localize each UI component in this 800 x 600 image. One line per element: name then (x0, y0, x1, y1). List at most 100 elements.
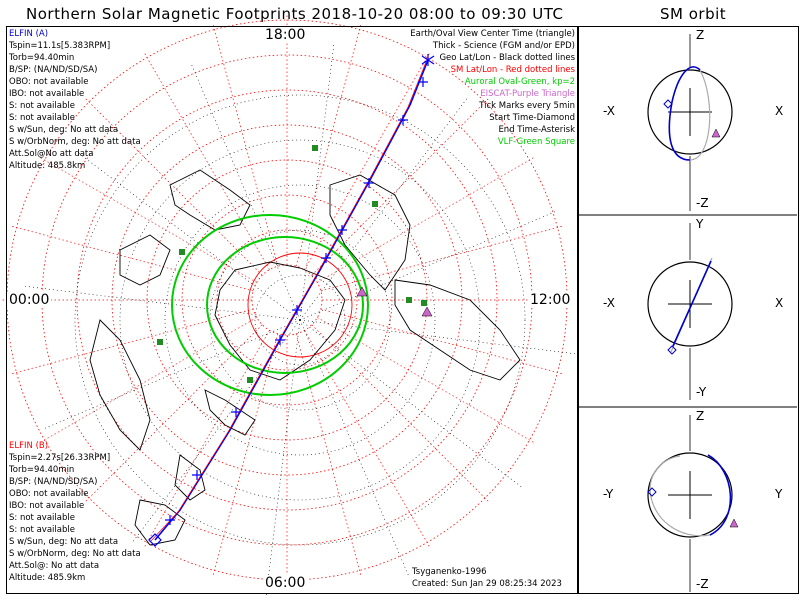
sm-meridian (304, 330, 430, 547)
sm-meridian (317, 157, 534, 283)
sm-lat-circle (216, 229, 358, 371)
coastline (394, 279, 521, 381)
orbit-panel-3 (647, 415, 733, 592)
track-tick-mark (321, 253, 331, 263)
orbit-start-diamond (663, 99, 673, 109)
geo-lat-circle (74, 94, 526, 546)
elfin-a-line: IBO: not available (9, 89, 85, 99)
sm-meridian (304, 53, 430, 270)
elfin-b-line: S w/Sun, deg: No att data (9, 537, 119, 547)
auroral-oval-inner (206, 236, 364, 374)
orbit-title: SM orbit (660, 5, 727, 23)
orbit-axis-label-left: -X (603, 296, 615, 310)
orbit-start-diamond (667, 345, 677, 355)
orbit-trace-1 (668, 101, 691, 161)
legend-entry: Earth/Oval View Center Time (triangle) (410, 29, 575, 39)
sm-meridian (317, 317, 534, 443)
orbit-axis-label-bottom: -Z (696, 577, 709, 591)
sm-meridian (85, 324, 263, 502)
elfin-b-name: ELFIN (B) (9, 441, 49, 451)
vlf-station-square (312, 145, 318, 151)
sm-meridian (212, 24, 279, 267)
geo-meridian (299, 319, 410, 578)
geo-lat-circle (209, 229, 391, 411)
elfin-b-line: S: not available (9, 525, 75, 535)
vlf-station-square (421, 300, 427, 306)
geo-meridian (190, 62, 301, 321)
orbit-frame (577, 26, 799, 594)
orbit-axis-label-top: Z (696, 409, 705, 423)
elfin-a-line: Torb=94.40min (9, 53, 75, 63)
elfin-b-line: Tspin=2.27s[26.33RPM] (9, 453, 111, 463)
track-tick-mark (398, 115, 408, 125)
orbit-panel-1 (647, 34, 733, 211)
sm-lat-circle (181, 194, 393, 406)
geo-meridian (22, 285, 301, 321)
vlf-station-square (406, 297, 412, 303)
elfin-a-name: ELFIN (A) (9, 29, 49, 39)
orbit-axis-label-left: -X (603, 104, 615, 118)
track-tick-mark (364, 178, 374, 188)
earth-circle (647, 261, 733, 347)
orbit-trace-2 (672, 260, 712, 347)
clock-label-bottom: 06:00 (263, 575, 308, 591)
legend-entry: Auroral Oval-Green, kp=2 (464, 77, 575, 87)
created-timestamp: Created: Sun Jan 29 08:25:34 2023 (412, 579, 562, 589)
elfin-a-line: Tspin=11.1s[5.383RPM] (9, 41, 111, 51)
elfin-b-line: S: not available (9, 513, 75, 523)
elfin-b-line: S w/OrbNorm, deg: No att data (9, 549, 141, 559)
track-tick-mark (418, 77, 428, 87)
sm-meridian (311, 98, 489, 276)
legend-entry: SM Lat/Lon - Red dotted lines (450, 65, 575, 75)
elfin-a-line: S: not available (9, 101, 75, 111)
elfin-b-line: Altitude: 485.9km (9, 573, 86, 583)
map-frame (6, 26, 579, 594)
coastline (119, 234, 171, 286)
sm-meridian (320, 225, 563, 292)
geo-meridian (42, 319, 301, 430)
elfin-b-line: OBO: not available (9, 489, 89, 499)
eiscat-triangle (421, 306, 433, 317)
legend-entry: VLF-Green Square (497, 137, 575, 147)
track-tick-mark (292, 305, 302, 315)
elfin-a-line: B/SP: (NA/ND/SD/SA) (9, 65, 98, 75)
start-time-diamond (148, 533, 162, 547)
elfin-b-line: IBO: not available (9, 501, 85, 511)
orbit-axis-label-right: Y (775, 487, 783, 501)
sm-meridian (85, 98, 263, 276)
legend-entry: EISCAT-Purple Triangle (480, 89, 575, 99)
geo-lat-circle (119, 139, 481, 501)
orbit-marker-triangle (711, 128, 721, 138)
orbit-axis-label-bottom: -Z (696, 196, 709, 210)
coastline (89, 319, 151, 451)
orbit-axis-label-bottom: -Y (696, 385, 707, 399)
track-tick-mark (231, 407, 241, 417)
orbit-trace-1b (671, 66, 701, 103)
polar-map (2, 15, 578, 598)
auroral-oval-outer (171, 214, 369, 396)
coastline (134, 499, 186, 546)
orbit-axis-label-right: X (775, 296, 784, 310)
legend-entry: Thick - Science (FGM and/or EPD) (432, 41, 575, 51)
track-tick-mark (337, 225, 347, 235)
orbit-axis-label-right: X (775, 104, 784, 118)
vlf-station-square (372, 201, 378, 207)
geo-meridian (299, 96, 469, 321)
geo-lat-circle (254, 274, 346, 366)
elfin-b-line: Att.Sol@: No att data (9, 561, 100, 571)
sm-meridian (11, 308, 254, 375)
coastline (174, 454, 206, 501)
clock-label-left: 00:00 (7, 292, 52, 308)
elfin-a-line: Altitude: 485.8km (9, 161, 86, 171)
vlf-station-square (179, 249, 185, 255)
orbit-start-diamond (647, 487, 657, 497)
legend-entry: Geo Lat/Lon - Black dotted lines (439, 53, 575, 63)
coastline (204, 389, 256, 436)
end-time-asterisk (421, 54, 435, 66)
clock-label-top: 18:00 (263, 27, 308, 43)
orbit-panel-2 (647, 223, 733, 400)
elfin-b-line: Torb=94.40min (9, 465, 75, 475)
clock-label-right: 12:00 (528, 292, 573, 308)
sm-meridian (295, 24, 362, 267)
